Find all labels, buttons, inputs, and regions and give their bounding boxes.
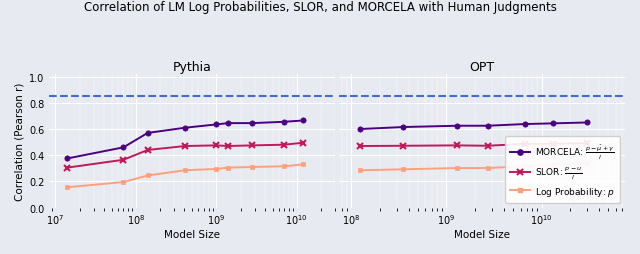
Y-axis label: Correlation (Pearson r): Correlation (Pearson r) — [15, 82, 25, 200]
Legend: MORCELA: $\frac{p - \hat{\mu} + \gamma}{l}$, SLOR: $\frac{p - u}{l}$, Log Probab: MORCELA: $\frac{p - \hat{\mu} + \gamma}{… — [505, 137, 621, 203]
Title: OPT: OPT — [470, 61, 495, 74]
X-axis label: Model Size: Model Size — [164, 229, 220, 239]
Title: Pythia: Pythia — [173, 61, 212, 74]
Text: Correlation of LM Log Probabilities, SLOR, and MORCELA with Human Judgments: Correlation of LM Log Probabilities, SLO… — [84, 1, 556, 14]
X-axis label: Model Size: Model Size — [454, 229, 510, 239]
